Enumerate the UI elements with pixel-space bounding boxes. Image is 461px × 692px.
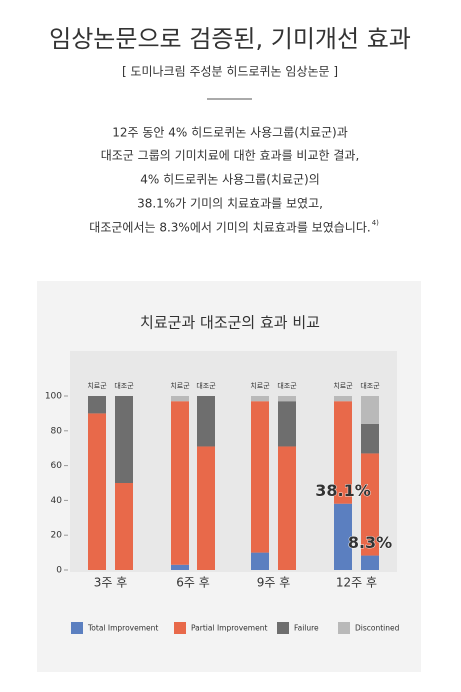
value-label: 38.1% — [315, 481, 371, 500]
legend-swatch — [277, 622, 289, 634]
group-label: 12주 후 — [336, 576, 377, 590]
bar-segment — [171, 401, 189, 565]
bar-segment — [334, 401, 352, 504]
bar-segment — [361, 423, 379, 454]
group-label: 3주 후 — [94, 576, 128, 590]
bar-segment — [334, 503, 352, 570]
bar-label: 치료군 — [87, 381, 107, 390]
y-tick-label: 100 — [45, 392, 62, 402]
y-tick-label: 80 — [51, 426, 63, 436]
legend-swatch — [71, 622, 83, 634]
bar-segment — [251, 552, 269, 570]
legend-label: Failure — [294, 624, 319, 633]
bar-segment — [251, 396, 269, 402]
bar-label: 대조군 — [277, 382, 297, 390]
bar-segment — [88, 396, 106, 414]
bar-segment — [361, 453, 379, 556]
bar-segment — [361, 396, 379, 424]
bar-segment — [88, 413, 106, 570]
y-tick-label: 40 — [51, 496, 63, 506]
bar-segment — [171, 396, 189, 402]
bar-segment — [361, 555, 379, 570]
bar-label: 대조군 — [196, 382, 216, 390]
y-tick-label: 0 — [56, 566, 62, 576]
bar-segment — [197, 446, 215, 570]
bar-segment — [115, 396, 133, 483]
legend-label: Total Improvement — [87, 624, 158, 633]
paragraph-line: 4% 히드로퀴논 사용그룹(치료군)의 — [140, 173, 320, 187]
bar-segment — [278, 396, 296, 402]
paragraph-line: 대조군 그룹의 기미치료에 대한 효과를 비교한 결과, — [101, 149, 360, 163]
legend-swatch — [174, 622, 186, 634]
bar-label: 대조군 — [114, 382, 134, 390]
subtitle: [ 도미나크림 주성분 히드로퀴논 임상논문 ] — [122, 65, 338, 79]
legend-swatch — [338, 622, 350, 634]
bar-segment — [115, 483, 133, 570]
y-tick-label: 20 — [51, 531, 63, 541]
bar-segment — [251, 401, 269, 553]
group-label: 9주 후 — [257, 576, 291, 590]
paragraph-line: 38.1%가 기미의 치료효과를 보였고, — [137, 197, 323, 211]
value-label: 8.3% — [348, 533, 392, 552]
paragraph-line: 12주 동안 4% 히드로퀴논 사용그룹(치료군)과 — [112, 126, 348, 140]
group-label: 6주 후 — [176, 576, 210, 590]
bar-segment — [197, 396, 215, 447]
chart: 0 20 40 60 80 100 3주 후 치료군 대조군 6주 후 치료군 대조군 9주 후 치료군 대… — [45, 381, 400, 634]
legend-label: Partial Improvement — [191, 624, 267, 633]
legend-label: Discontined — [355, 624, 400, 633]
bar-label: 치료군 — [170, 381, 190, 390]
bar-label: 대조군 — [360, 382, 380, 390]
title: 임상논문으로 검증된, 기미개선 효과 — [49, 25, 411, 53]
bar-segment — [171, 564, 189, 570]
y-tick-label: 60 — [51, 461, 63, 471]
chart-title: 치료군과 대조군의 효과 비교 — [140, 314, 320, 332]
bar-segment — [278, 401, 296, 447]
bar-segment — [334, 396, 352, 402]
paragraph-line: 대조군에서는 8.3%에서 기미의 치료효과를 보였습니다. — [89, 221, 370, 235]
bar-label: 치료군 — [333, 381, 353, 390]
bar-label: 치료군 — [250, 381, 270, 390]
footnote-ref: 4) — [372, 219, 379, 227]
bar-segment — [278, 446, 296, 570]
